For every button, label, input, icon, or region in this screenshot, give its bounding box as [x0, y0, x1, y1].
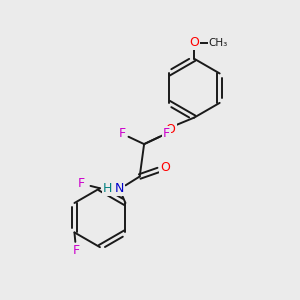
Text: O: O	[160, 161, 170, 174]
Text: N: N	[114, 182, 124, 195]
Text: F: F	[78, 177, 85, 190]
Text: O: O	[189, 36, 199, 49]
Text: F: F	[163, 127, 170, 140]
Text: F: F	[118, 127, 126, 140]
Text: F: F	[72, 244, 80, 257]
Text: H: H	[103, 182, 112, 195]
Text: O: O	[166, 123, 176, 136]
Text: CH₃: CH₃	[209, 38, 228, 47]
